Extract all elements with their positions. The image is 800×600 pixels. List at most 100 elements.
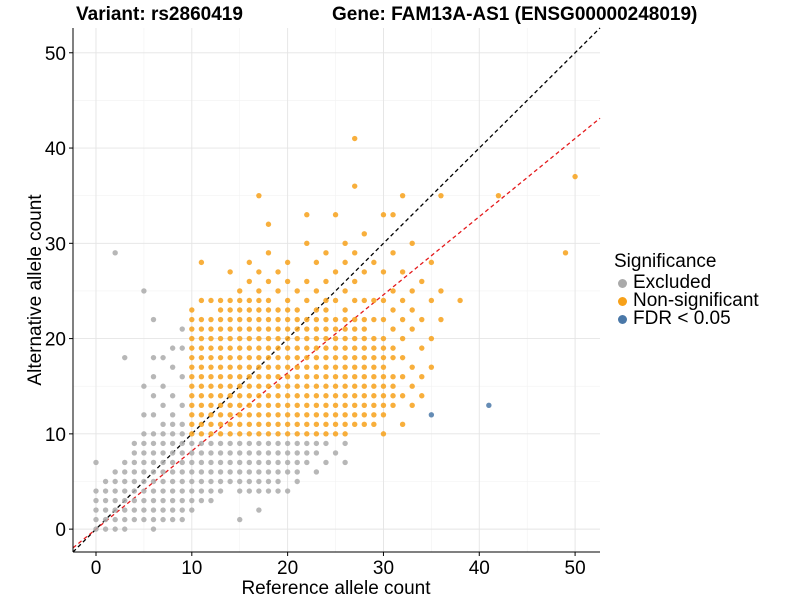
data-point bbox=[390, 402, 396, 408]
data-point bbox=[256, 192, 262, 199]
data-point bbox=[304, 326, 310, 332]
data-point bbox=[160, 488, 166, 494]
data-point bbox=[428, 412, 435, 418]
data-point bbox=[399, 269, 406, 275]
data-point bbox=[189, 412, 195, 418]
x-tick-label: 0 bbox=[91, 558, 102, 579]
data-point bbox=[246, 488, 253, 494]
data-point bbox=[237, 516, 243, 523]
data-point bbox=[294, 412, 300, 418]
data-point bbox=[313, 307, 320, 313]
data-point bbox=[419, 393, 425, 399]
data-point bbox=[189, 335, 195, 342]
data-point bbox=[332, 316, 339, 323]
data-point bbox=[131, 450, 138, 456]
data-point bbox=[275, 478, 281, 485]
data-point bbox=[323, 373, 329, 380]
data-point bbox=[256, 488, 262, 494]
data-point bbox=[371, 383, 377, 389]
data-point bbox=[265, 402, 272, 408]
data-point bbox=[227, 440, 233, 447]
data-point bbox=[237, 440, 243, 447]
data-point bbox=[284, 450, 291, 456]
data-point bbox=[390, 373, 396, 380]
data-point bbox=[189, 373, 195, 380]
data-point bbox=[342, 288, 348, 294]
data-point bbox=[323, 345, 329, 351]
data-point bbox=[256, 440, 262, 447]
data-point bbox=[294, 288, 300, 294]
data-point bbox=[246, 412, 253, 418]
data-point bbox=[189, 345, 195, 351]
data-point bbox=[342, 364, 348, 370]
data-point bbox=[246, 440, 253, 447]
data-point bbox=[409, 364, 415, 370]
data-point bbox=[323, 459, 329, 466]
reference-line-1 bbox=[72, 117, 601, 549]
data-point bbox=[332, 354, 339, 361]
data-point bbox=[284, 488, 291, 494]
data-point bbox=[304, 393, 310, 399]
data-point bbox=[217, 383, 224, 389]
data-point bbox=[275, 402, 281, 408]
data-point bbox=[275, 269, 281, 275]
data-point bbox=[304, 335, 310, 342]
data-point bbox=[294, 354, 300, 361]
data-point bbox=[141, 412, 147, 418]
data-point bbox=[284, 364, 291, 370]
data-point bbox=[169, 478, 176, 485]
data-point bbox=[361, 354, 367, 361]
data-point bbox=[93, 488, 99, 494]
data-point bbox=[217, 345, 224, 351]
data-point bbox=[380, 297, 387, 304]
data-point bbox=[313, 316, 320, 323]
data-point bbox=[256, 421, 262, 428]
data-point bbox=[361, 393, 367, 399]
data-point bbox=[189, 440, 195, 447]
data-point bbox=[390, 307, 396, 313]
data-point bbox=[390, 250, 396, 256]
data-point bbox=[256, 297, 262, 304]
data-point bbox=[112, 478, 118, 485]
data-point bbox=[304, 440, 310, 447]
data-point bbox=[102, 497, 109, 504]
data-point bbox=[409, 288, 415, 294]
data-point bbox=[160, 354, 166, 361]
data-point bbox=[246, 478, 253, 485]
data-point bbox=[313, 259, 320, 266]
data-point bbox=[265, 488, 272, 494]
data-point bbox=[217, 450, 224, 456]
data-point bbox=[284, 431, 291, 437]
chart-title-variant: Variant: rs2860419 bbox=[76, 4, 243, 25]
data-point bbox=[150, 526, 157, 532]
data-point bbox=[160, 459, 166, 466]
data-point bbox=[179, 326, 185, 332]
data-point bbox=[237, 450, 243, 456]
data-point bbox=[237, 354, 243, 361]
data-point bbox=[342, 316, 348, 323]
data-point bbox=[265, 373, 272, 380]
data-point bbox=[275, 421, 281, 428]
data-point bbox=[313, 469, 320, 475]
data-point bbox=[399, 373, 406, 380]
legend-key-non-significant bbox=[618, 296, 627, 306]
data-point bbox=[409, 402, 415, 408]
data-point bbox=[198, 354, 205, 361]
data-point bbox=[179, 516, 185, 523]
data-point bbox=[371, 373, 377, 380]
data-point bbox=[169, 516, 176, 523]
legend-item-non-significant: Non-significant bbox=[614, 290, 759, 311]
legend-label-non-significant: Non-significant bbox=[633, 290, 759, 311]
data-point bbox=[275, 393, 281, 399]
data-point bbox=[313, 354, 320, 361]
data-point bbox=[169, 412, 176, 418]
data-point bbox=[227, 402, 233, 408]
data-point bbox=[380, 269, 387, 275]
data-point bbox=[246, 345, 253, 351]
data-point bbox=[284, 402, 291, 408]
data-point bbox=[208, 383, 214, 389]
data-point bbox=[332, 364, 339, 370]
data-point bbox=[332, 450, 339, 456]
data-point bbox=[361, 412, 367, 418]
data-point bbox=[208, 488, 214, 494]
